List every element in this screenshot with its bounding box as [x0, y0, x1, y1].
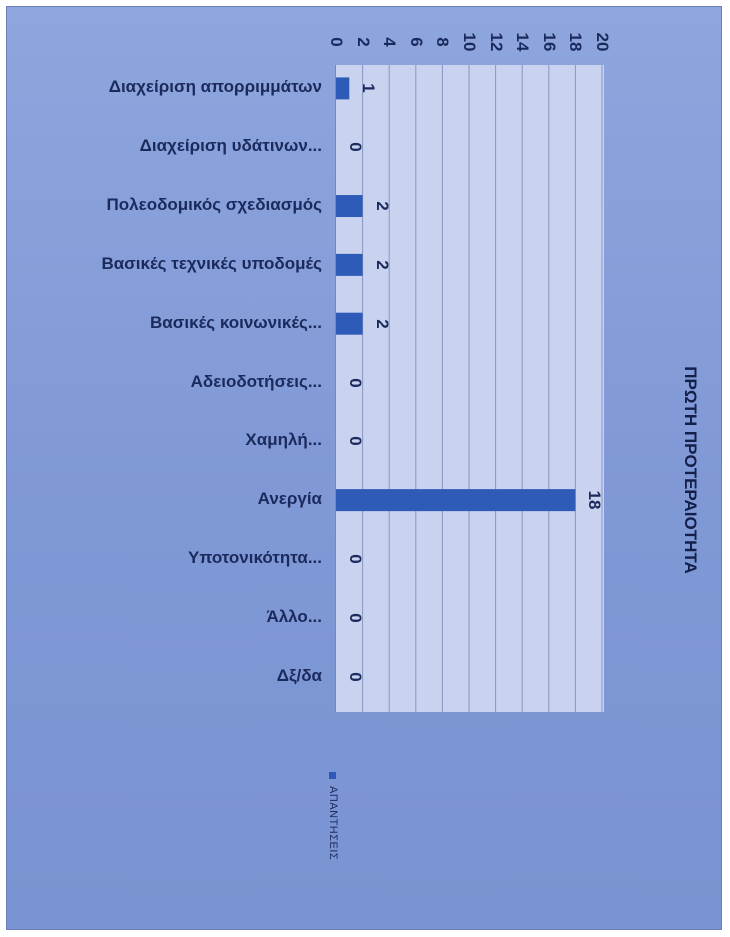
category-label: Άλλο...	[266, 606, 322, 626]
bar	[336, 195, 363, 218]
data-label: 0	[346, 436, 365, 447]
category-label: Διαχείριση υδάτινων...	[139, 136, 322, 156]
data-label: 2	[372, 318, 392, 329]
category-label: Χαμηλή...	[245, 430, 322, 450]
legend-label: ΑΠΑΝΤΗΣΕΙΣ	[327, 786, 339, 861]
tick-label: 14	[513, 32, 533, 52]
category-label: Πολεοδομικός σχεδιασμός	[106, 195, 322, 215]
category-label: Ανεργία	[257, 489, 322, 509]
data-label: 0	[346, 142, 365, 152]
category-label: Βασικές τεχνικές υποδομές	[101, 253, 322, 273]
tick-label: 4	[380, 37, 400, 47]
data-label: 0	[346, 554, 365, 564]
data-label: 0	[346, 671, 365, 682]
category-label: Διαχείριση απορριμμάτων	[108, 77, 322, 97]
category-label: Αδειοδοτήσεις...	[190, 371, 322, 391]
category-label: Υποτονικότητα...	[188, 547, 322, 567]
data-label: 0	[346, 377, 365, 388]
data-label: 0	[346, 613, 365, 623]
chart-title: ΠΡΩΤΗ ΠΡΟΤΕΡΑΙΟΤΗΤΑ	[681, 366, 700, 574]
tick-label: 12	[486, 32, 506, 52]
legend: ΑΠΑΝΤΗΣΕΙΣ	[322, 770, 346, 930]
tick-label: 16	[539, 32, 559, 52]
data-label: 1	[359, 83, 379, 94]
bar	[336, 77, 350, 100]
tick-label: 18	[566, 32, 586, 52]
tick-label: 20	[593, 32, 612, 52]
category-label: Βασικές κοινωνικές...	[150, 312, 322, 332]
tick-label: 10	[460, 32, 479, 52]
data-label: 2	[372, 260, 392, 270]
tick-label: 2	[353, 37, 373, 47]
legend-swatch	[329, 772, 336, 779]
bar	[336, 253, 363, 276]
tick-label: 6	[406, 37, 426, 47]
data-label: 2	[372, 201, 392, 211]
data-label: 18	[585, 490, 605, 510]
tick-label: 0	[327, 37, 346, 47]
bar	[336, 312, 363, 335]
bar	[336, 489, 576, 512]
tick-label: 8	[433, 37, 453, 47]
category-label: Δξ/δα	[276, 665, 322, 685]
